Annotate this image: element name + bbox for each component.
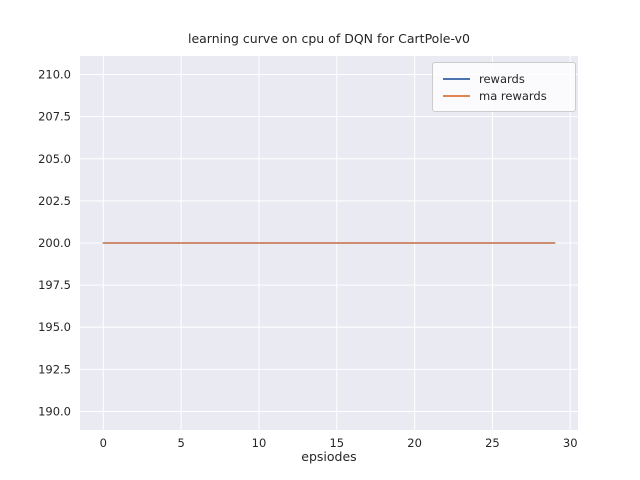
- legend-label-rewards: rewards: [479, 71, 525, 86]
- legend-label-ma-rewards: ma rewards: [479, 88, 547, 103]
- svg-text:197.5: 197.5: [38, 278, 71, 292]
- svg-text:30: 30: [563, 436, 578, 450]
- svg-text:207.5: 207.5: [38, 110, 71, 124]
- legend: rewards ma rewards: [432, 62, 576, 112]
- svg-text:0: 0: [100, 436, 107, 450]
- svg-text:202.5: 202.5: [38, 194, 71, 208]
- svg-text:190.0: 190.0: [38, 404, 71, 418]
- svg-text:15: 15: [329, 436, 344, 450]
- legend-item-rewards: rewards: [443, 70, 565, 87]
- chart-title: learning curve on cpu of DQN for CartPol…: [187, 31, 471, 46]
- svg-text:200.0: 200.0: [38, 236, 71, 250]
- svg-text:25: 25: [485, 436, 500, 450]
- svg-text:195.0: 195.0: [38, 320, 71, 334]
- svg-text:205.0: 205.0: [38, 152, 71, 166]
- rewards-line-swatch: [443, 77, 470, 80]
- legend-item-ma-rewards: ma rewards: [443, 87, 565, 104]
- svg-text:192.5: 192.5: [38, 362, 71, 376]
- x-axis-label: epsiodes: [301, 449, 357, 464]
- svg-text:10: 10: [252, 436, 267, 450]
- svg-text:210.0: 210.0: [38, 68, 71, 82]
- svg-text:5: 5: [177, 436, 184, 450]
- svg-text:20: 20: [407, 436, 422, 450]
- ma-rewards-line-swatch: [443, 94, 470, 97]
